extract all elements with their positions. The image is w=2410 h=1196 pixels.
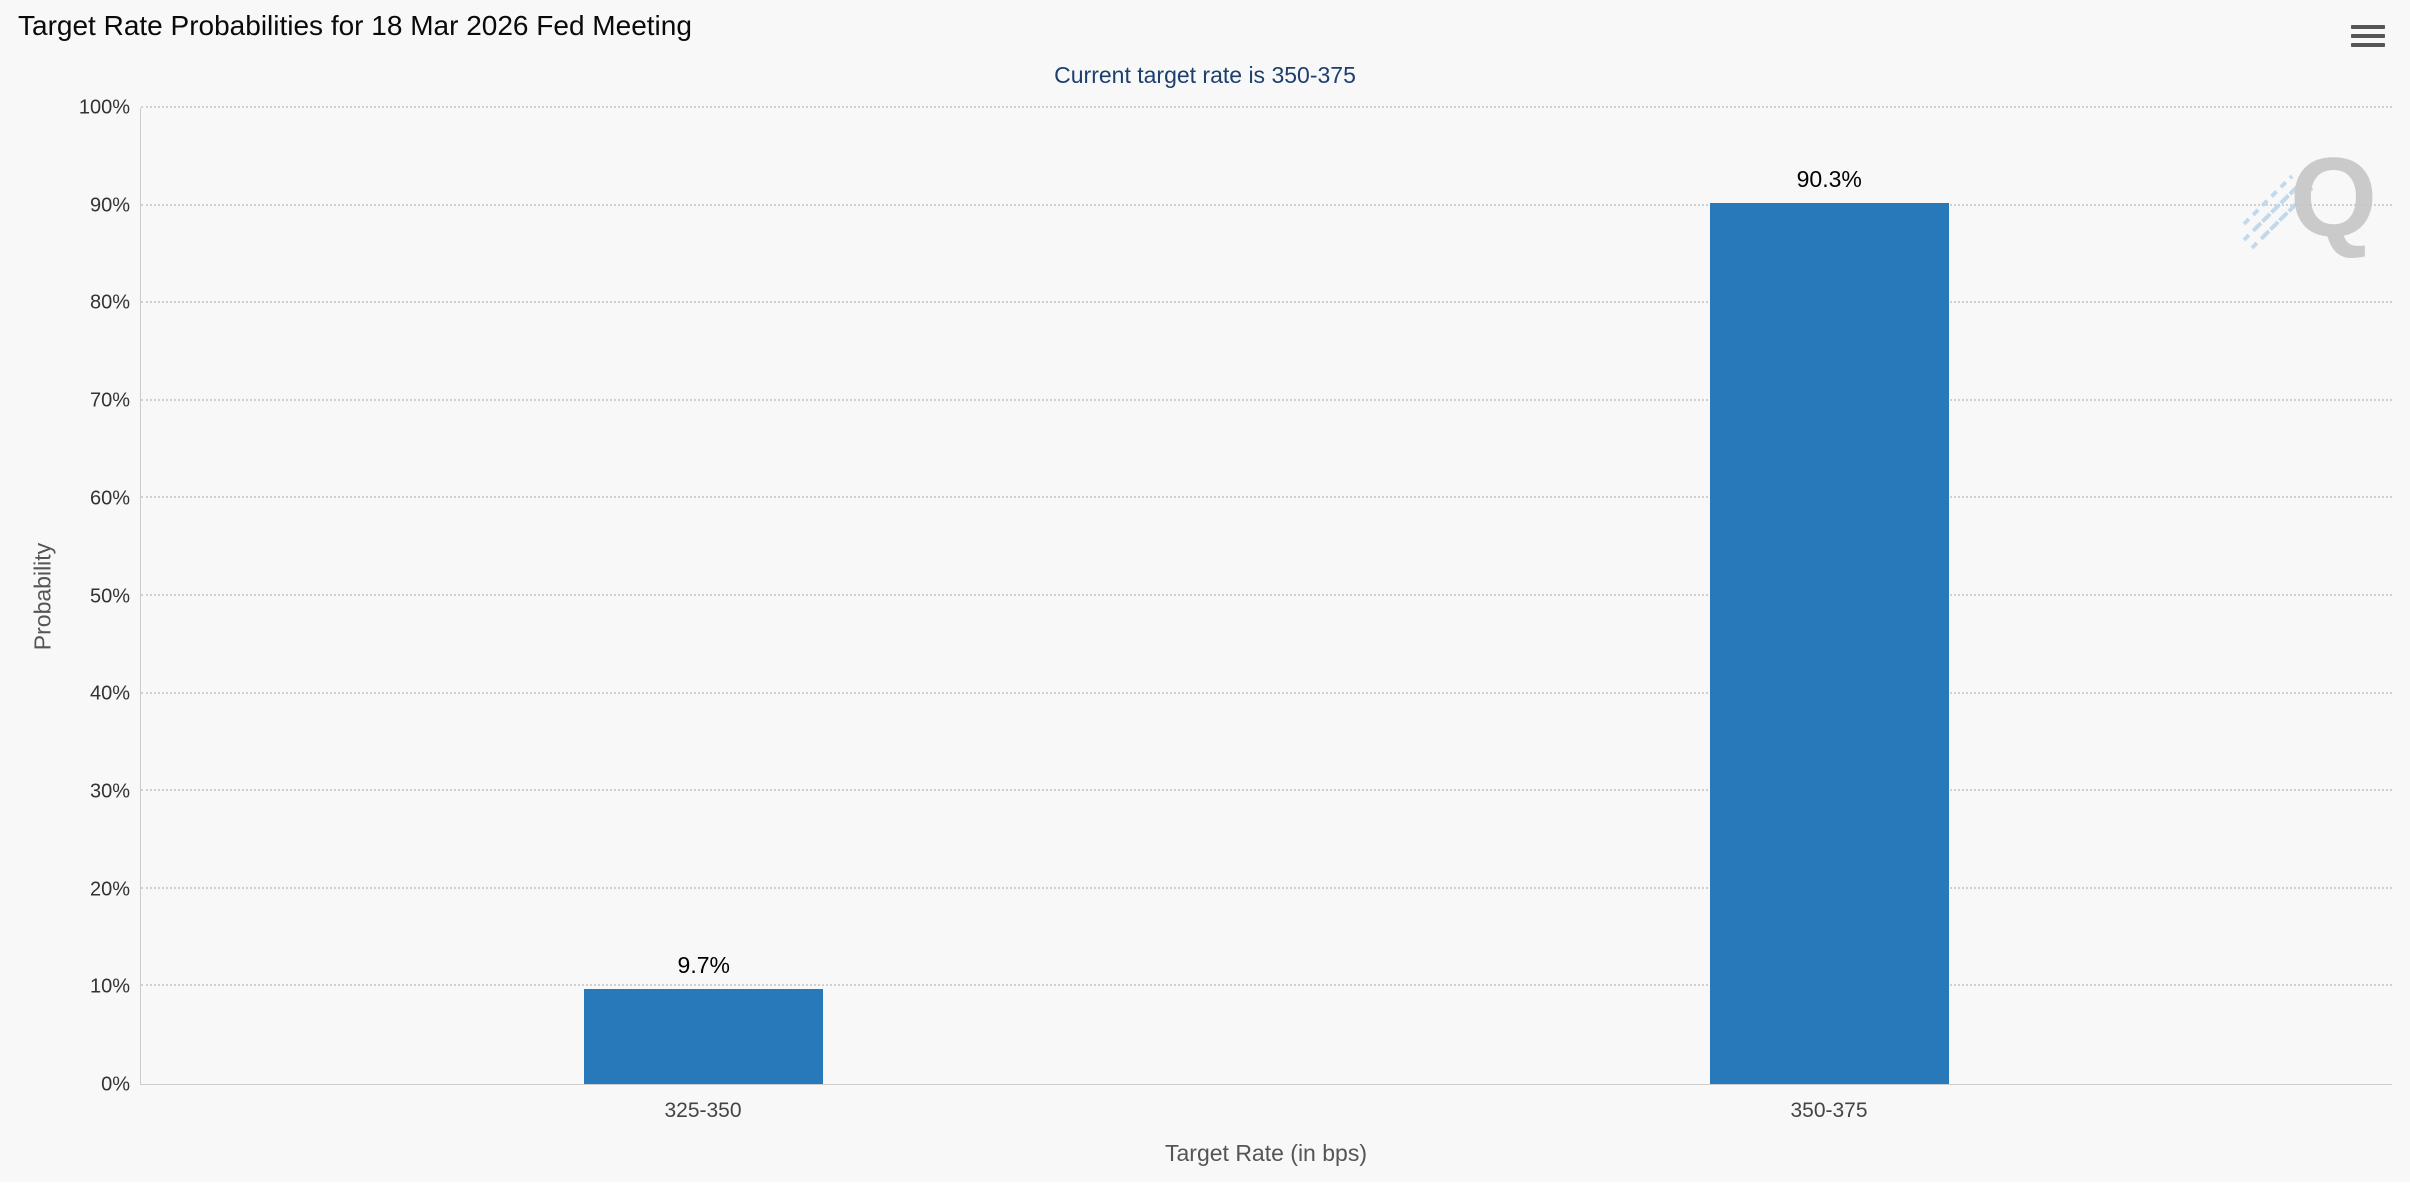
- gridline: [141, 106, 2392, 108]
- y-tick-label: 10%: [89, 975, 130, 998]
- gridline: [141, 496, 2392, 499]
- plot-area: 9.7% 90.3%: [140, 106, 2392, 1085]
- gridline: [141, 594, 2392, 596]
- y-tick-label: 80%: [89, 291, 130, 314]
- bar-value-label: 90.3%: [1796, 165, 1862, 192]
- y-axis-tick-labels: 0% 10% 20% 30% 40% 50% 60% 70% 80% 90% 100%: [0, 97, 130, 1096]
- gridline: [141, 886, 2392, 889]
- hamburger-menu-icon: [2351, 25, 2385, 29]
- chart-subtitle: Current target rate is 350-375: [1054, 62, 1356, 88]
- chart-export-menu-button[interactable]: [2348, 16, 2388, 56]
- gridline: [141, 691, 2392, 694]
- y-tick-label: 70%: [89, 389, 130, 412]
- gridline: [141, 301, 2392, 304]
- y-tick-label: 30%: [89, 780, 130, 803]
- y-tick-label: 60%: [89, 487, 130, 510]
- bar-value-label: 9.7%: [677, 952, 730, 979]
- gridline: [141, 984, 2392, 987]
- y-tick-label: 20%: [89, 878, 130, 901]
- x-axis-title: Target Rate (in bps): [1165, 1140, 1367, 1166]
- x-tick-label: 325-350: [664, 1099, 742, 1122]
- y-tick-label: 100%: [78, 96, 130, 119]
- y-tick-label: 90%: [89, 194, 130, 217]
- x-axis-tick-labels: 325-350 350-375: [140, 1099, 2392, 1131]
- hamburger-menu-icon: [2351, 43, 2385, 47]
- gridline: [141, 203, 2392, 206]
- chart-title: Target Rate Probabilities for 18 Mar 202…: [18, 10, 692, 41]
- gridline: [141, 789, 2392, 792]
- bar[interactable]: [1709, 202, 1949, 1084]
- y-tick-label: 0%: [101, 1073, 130, 1096]
- gridline: [141, 398, 2392, 401]
- x-tick-label: 350-375: [1790, 1099, 1868, 1122]
- y-tick-label: 50%: [89, 585, 130, 607]
- hamburger-menu-icon: [2351, 34, 2385, 38]
- y-tick-label: 40%: [89, 682, 130, 705]
- bar[interactable]: [584, 989, 824, 1084]
